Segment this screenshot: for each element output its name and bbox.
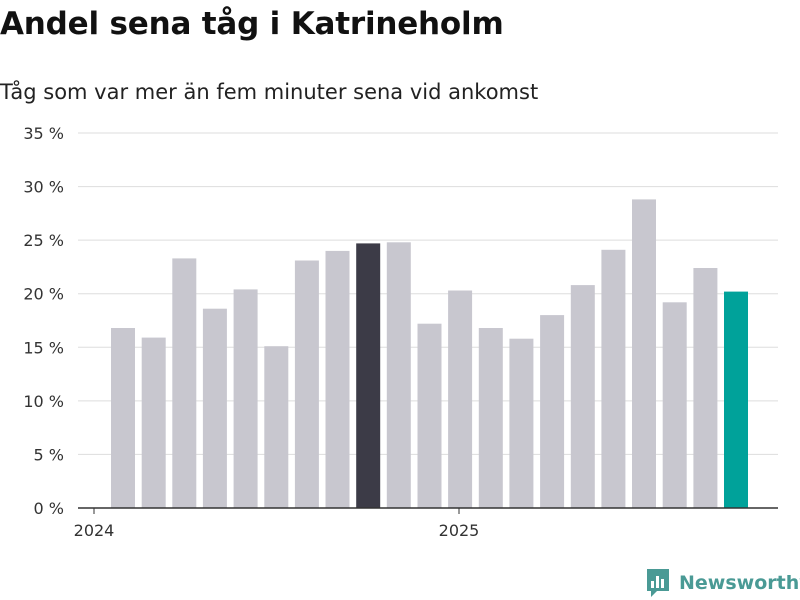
bar	[417, 323, 442, 508]
bar	[264, 346, 289, 508]
bar	[724, 291, 748, 508]
bar	[325, 250, 350, 508]
bar	[570, 285, 595, 508]
y-tick-label: 25 %	[23, 231, 64, 250]
bar	[632, 199, 656, 508]
bar	[693, 268, 718, 508]
y-tick-label: 0 %	[34, 499, 64, 518]
chart-title: Andel sena tåg i Katrineholm	[0, 6, 504, 42]
bar	[233, 289, 258, 508]
bar	[356, 243, 381, 508]
bar	[662, 302, 687, 508]
y-tick-label: 10 %	[23, 392, 64, 411]
y-axis-ticks: 0 % 5 % 10 % 15 % 20 % 25 % 30 % 35 %	[23, 124, 64, 518]
bar	[202, 308, 227, 508]
bar	[509, 338, 534, 508]
brand-logo: Newsworthy	[645, 568, 800, 598]
bar	[172, 258, 197, 508]
x-tick-label: 2025	[439, 521, 480, 540]
bar	[386, 242, 411, 509]
y-tick-label: 20 %	[23, 285, 64, 304]
bar	[294, 260, 319, 508]
chart-subtitle: Tåg som var mer än fem minuter sena vid …	[0, 80, 539, 104]
bar	[111, 328, 135, 508]
brand-name: Newsworthy	[679, 572, 800, 594]
bar	[478, 328, 503, 508]
x-axis: 2024 2025	[74, 507, 778, 540]
bar	[448, 290, 473, 508]
y-tick-label: 30 %	[23, 178, 64, 197]
y-tick-label: 15 %	[23, 338, 64, 357]
bar	[540, 315, 565, 508]
y-tick-label: 5 %	[34, 445, 64, 464]
newsworthy-logo-icon	[647, 569, 669, 597]
x-tick-label: 2024	[74, 521, 115, 540]
y-tick-label: 35 %	[23, 124, 64, 143]
bar	[601, 249, 626, 509]
bar	[141, 337, 166, 508]
bars	[111, 199, 748, 509]
